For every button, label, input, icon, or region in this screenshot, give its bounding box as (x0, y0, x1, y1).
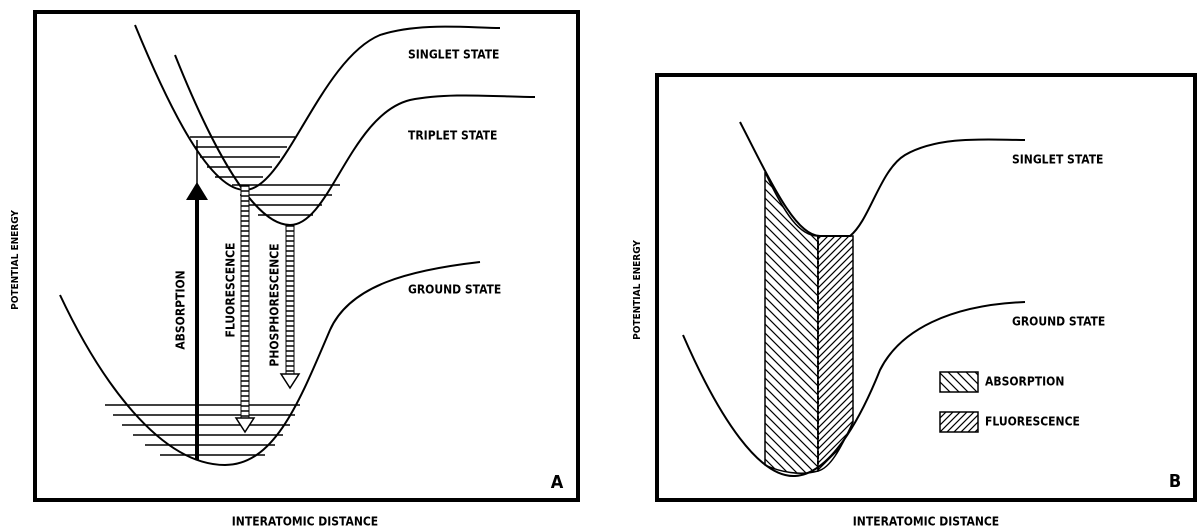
ground-curve (59, 261, 481, 467)
singlet-curve (739, 121, 1026, 237)
legend-label: FLUORESCENCE (985, 415, 1080, 429)
arrowhead (279, 373, 301, 390)
x-axis-label: INTERATOMIC DISTANCE (232, 515, 378, 529)
state-label: TRIPLET STATE (408, 129, 497, 143)
singlet-curve (134, 24, 501, 192)
phosphorescence-arrow (285, 225, 295, 375)
arrowhead (186, 182, 208, 200)
legend-swatch (939, 371, 979, 393)
panel-label: A (551, 472, 564, 493)
legend-label: ABSORPTION (985, 375, 1064, 389)
transition-label: ABSORPTION (174, 270, 188, 349)
state-label: SINGLET STATE (1012, 153, 1103, 167)
transition-label: FLUORESCENCE (224, 243, 238, 338)
state-label: SINGLET STATE (408, 48, 499, 62)
x-axis-label: INTERATOMIC DISTANCE (853, 515, 999, 529)
legend-swatch (939, 411, 979, 433)
y-axis-label: POTENTIAL ENERGY (632, 240, 643, 340)
fluorescence-arrow (240, 185, 250, 419)
panel-label: B (1169, 471, 1181, 492)
state-label: GROUND STATE (1012, 315, 1105, 329)
state-label: GROUND STATE (408, 283, 501, 297)
panel-a: SINGLET STATE TRIPLET STATE GROUND STATE… (10, 10, 580, 529)
y-axis-label: POTENTIAL ENERGY (10, 210, 21, 310)
frame (33, 10, 580, 502)
arrowhead (234, 417, 256, 434)
transition-label: PHOSPHORESCENCE (268, 243, 282, 366)
fluorescence-region (817, 235, 854, 472)
ground-curve (682, 301, 1026, 478)
panel-b: SINGLET STATE GROUND STATE ABSORPTION FL… (632, 73, 1197, 529)
absorption-region (764, 171, 819, 474)
frame (655, 73, 1197, 502)
levels (105, 136, 340, 456)
